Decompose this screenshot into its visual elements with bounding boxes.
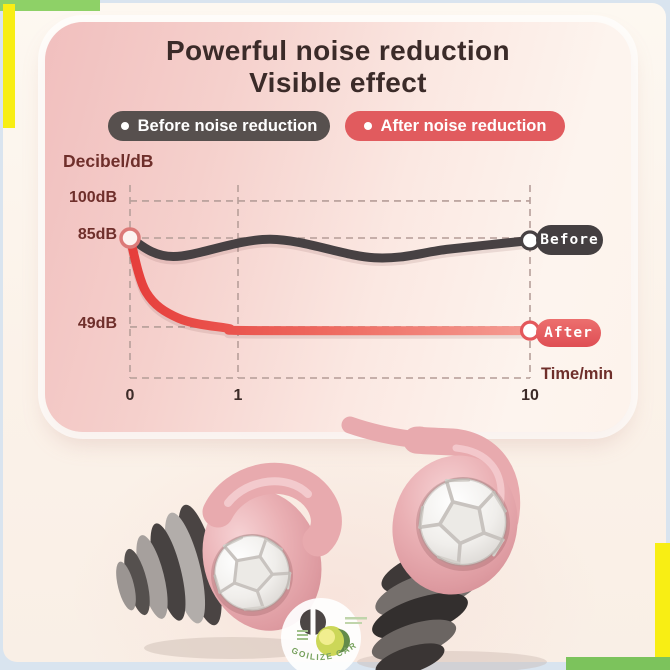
legend-before: Before noise reduction [108,111,330,141]
earplug-right [341,416,547,670]
accent-bar-left-yellow [3,4,15,128]
series-tag-before: Before [536,225,603,255]
chart-title: Powerful noise reduction Visible effect [45,35,631,99]
y-tick-label: 85dB [77,226,117,243]
logo-fine-print [345,617,367,620]
x-tick-label: 0 [125,387,135,404]
earplug-left [116,462,342,659]
y-axis-title: Decibel/dB [63,151,154,171]
legend-after-label: After noise reduction [380,116,547,135]
product-photo: GOILIZE CARE [0,410,547,670]
y-tick-label: 100dB [68,188,117,206]
series-tag-after: After [536,319,601,347]
accent-bar-top-green [0,0,100,11]
x-axis-title: Time/min [541,365,614,383]
legend-before-label: Before noise reduction [137,116,318,135]
y-tick-label: 49dB [77,314,117,332]
accent-bar-right-yellow [655,543,670,658]
x-tick-label: 10 [521,387,539,404]
hook-highlight [224,477,312,507]
chart-title-line2: Visible effect [249,66,427,98]
flange-stack-left [116,504,222,626]
legend-after: After noise reduction [345,111,565,141]
bullet-dot-icon [363,122,372,130]
logo-stamp [297,630,308,632]
shadow [144,637,320,659]
x-tick-label: 1 [233,387,243,404]
chart-title-line1: Powerful noise reduction [165,35,511,66]
bullet-dot-icon [120,122,129,130]
ear-hook-tip [341,416,429,449]
accent-bar-bottom-green [566,657,670,670]
hook-highlight [452,444,505,509]
chart-card [45,22,631,432]
